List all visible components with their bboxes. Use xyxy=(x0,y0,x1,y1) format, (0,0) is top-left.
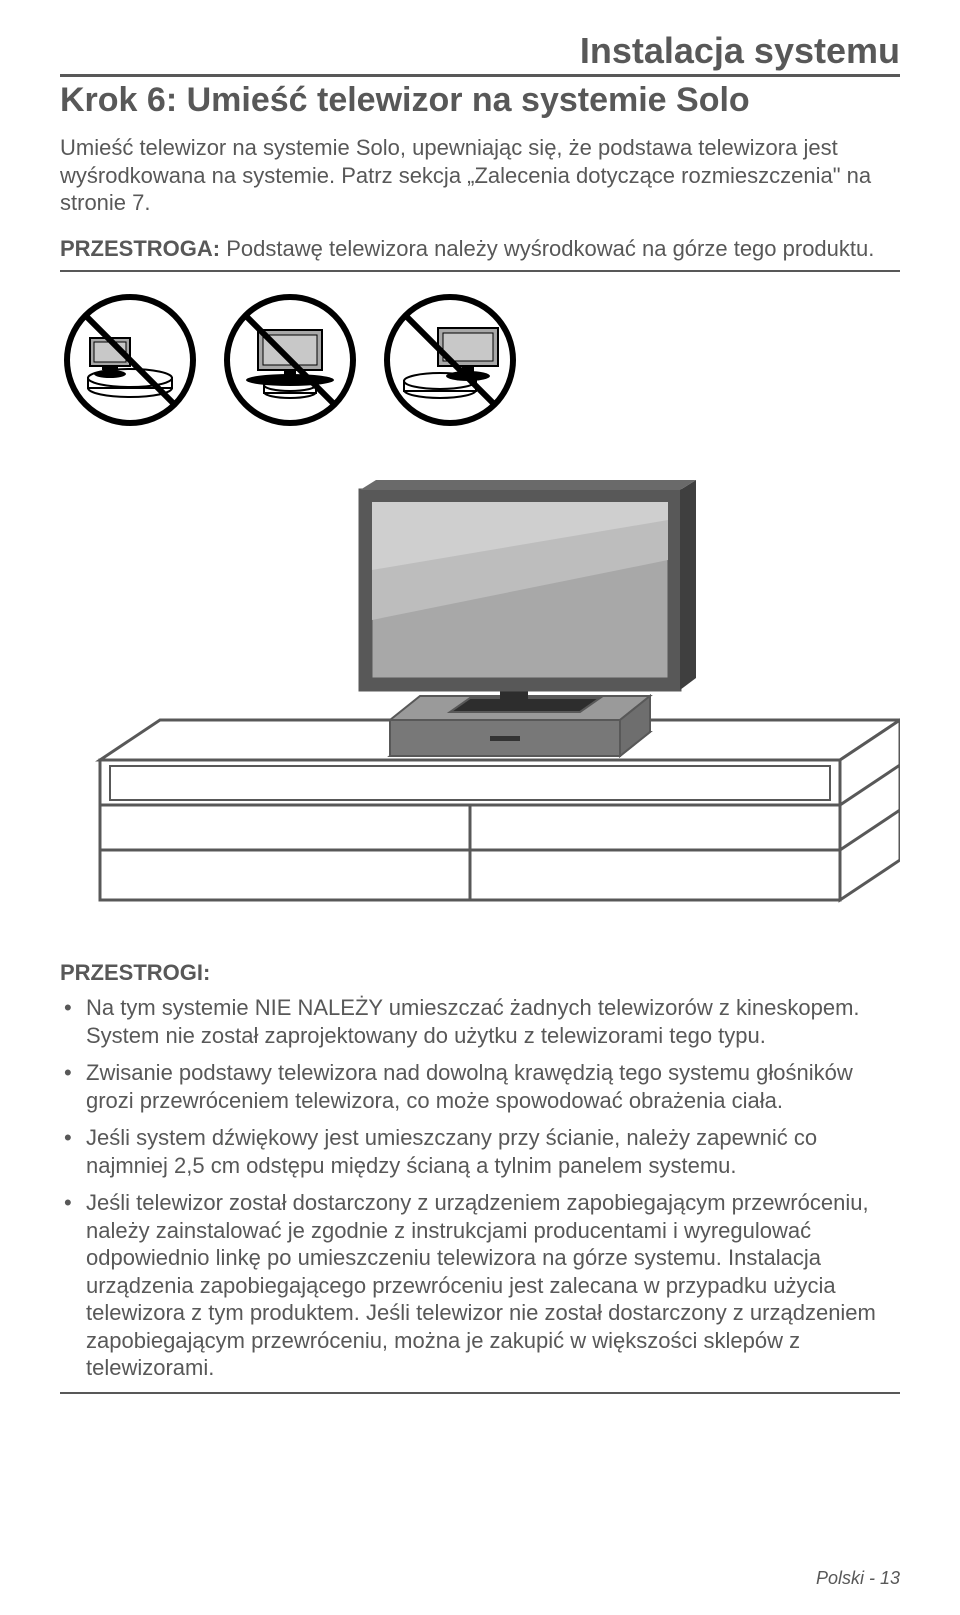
intro-paragraph: Umieść telewizor na systemie Solo, upewn… xyxy=(60,134,900,217)
caution-line: PRZESTROGA: Podstawę telewizora należy w… xyxy=(60,235,900,263)
rule-top xyxy=(60,74,900,77)
prohibit-offset-left-icon xyxy=(60,290,200,430)
caution-text: Podstawę telewizora należy wyśrodkować n… xyxy=(220,236,874,261)
page-footer: Polski - 13 xyxy=(816,1568,900,1589)
prohibit-oversize-base-icon xyxy=(220,290,360,430)
step-title: Krok 6: Umieść telewizor na systemie Sol… xyxy=(60,81,900,120)
tv-on-shelf-illustration xyxy=(60,460,900,920)
caution-item-1: Zwisanie podstawy telewizora nad dowolną… xyxy=(60,1059,900,1114)
caution-item-2: Jeśli system dźwiękowy jest umieszczany … xyxy=(60,1124,900,1179)
caution-item-3: Jeśli telewizor został dostarczony z urz… xyxy=(60,1189,900,1382)
prohibit-icons-row xyxy=(60,290,900,430)
section-title: Instalacja systemu xyxy=(60,30,900,72)
caution-item-0: Na tym systemie NIE NALEŻY umieszczać ża… xyxy=(60,994,900,1049)
cautions-list: Na tym systemie NIE NALEŻY umieszczać ża… xyxy=(60,994,900,1382)
caution-label: PRZESTROGA: xyxy=(60,236,220,261)
cautions-heading: PRZESTROGI: xyxy=(60,960,900,986)
prohibit-overhang-side-icon xyxy=(380,290,520,430)
rule-under-caution xyxy=(60,270,900,272)
rule-bottom xyxy=(60,1392,900,1394)
